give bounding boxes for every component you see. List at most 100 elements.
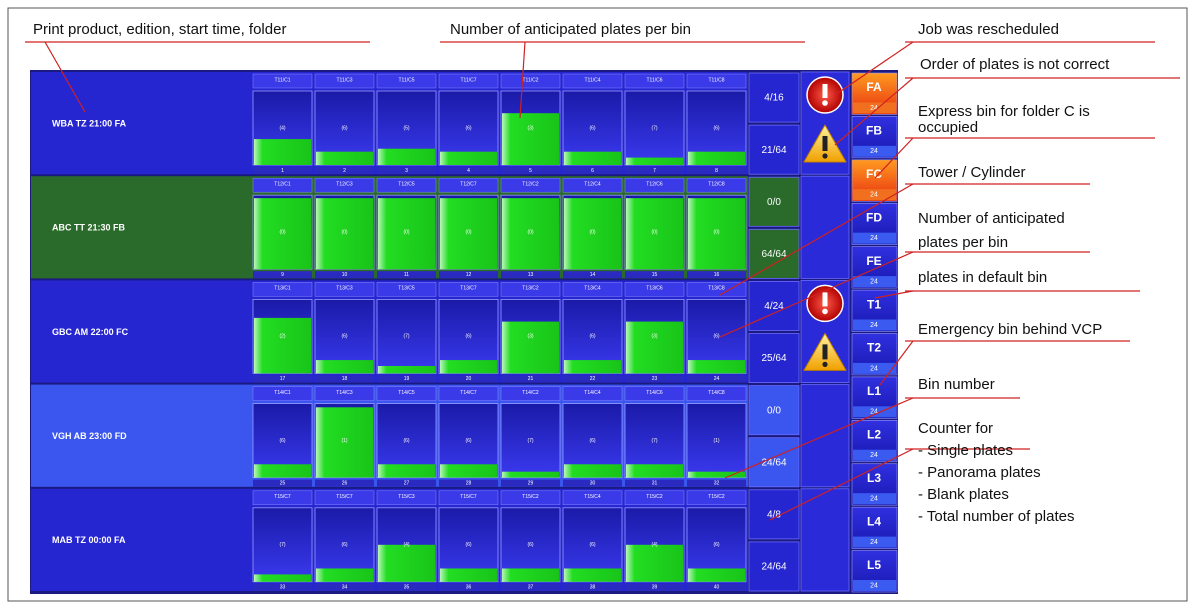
bin-fill (440, 198, 497, 270)
annotation-text: occupied (918, 119, 978, 136)
bin-number-strip (253, 583, 312, 591)
counter-box (748, 437, 800, 488)
side-tab-strip (853, 580, 896, 591)
bin-header (562, 73, 623, 89)
bin-count: (6) (465, 542, 471, 548)
bin-fill (502, 471, 559, 478)
tower-label: T14/C4 (584, 390, 601, 396)
bin-count: (6) (713, 542, 719, 548)
counter: 21/64 (761, 145, 786, 156)
tower-label: T13/C7 (460, 286, 477, 292)
annotation-text: - Single plates (918, 442, 1013, 459)
bin-number-strip (315, 167, 374, 174)
bin-number: 16 (714, 272, 720, 278)
bin-number-strip (625, 375, 684, 383)
bin-header (624, 490, 685, 506)
error-mark (822, 292, 828, 307)
bin-number-strip (501, 375, 560, 383)
bin-body (624, 90, 685, 166)
bin-header (438, 386, 499, 401)
bin-number-strip (625, 167, 684, 174)
bin-number: 30 (590, 480, 596, 486)
bin-fill (564, 151, 621, 165)
tower-label: T14/C7 (460, 390, 477, 396)
side-tab-strip (853, 276, 896, 288)
bin-number-strip (439, 375, 498, 383)
tower-label: T14/C1 (274, 390, 291, 396)
side-value: 24 (870, 105, 878, 112)
bin-number-strip (625, 271, 684, 279)
bin-fill (502, 198, 559, 270)
annotation-text: Number of anticipated plates per bin (450, 21, 691, 38)
annotation-text: Counter for (918, 420, 993, 437)
tower-label: T12/C4 (584, 182, 601, 188)
bin-fill (688, 360, 745, 374)
bin-header (314, 490, 375, 506)
bin-number-strip (563, 375, 622, 383)
bin-fill (440, 464, 497, 478)
bin-header (252, 386, 313, 401)
bin-count: (7) (279, 542, 285, 548)
bin-number-strip (377, 271, 436, 279)
bin-count: (7) (403, 334, 409, 340)
bin-count: (7) (651, 125, 657, 131)
tower-label: T14/C6 (646, 390, 663, 396)
bin-header (500, 73, 561, 89)
tower-label: T12/C2 (522, 182, 539, 188)
bin-header (500, 490, 561, 506)
bin-number-strip (563, 583, 622, 591)
bin-fill (378, 198, 435, 270)
annotation-text: Emergency bin behind VCP (918, 321, 1102, 338)
counter: 4/24 (764, 301, 784, 312)
bin-count: (7) (651, 438, 657, 444)
bin-fill (378, 366, 435, 374)
annotation-text: Express bin for folder C is (918, 103, 1090, 120)
error-dot (822, 100, 828, 106)
counter-box (748, 541, 800, 592)
bin-number-strip (625, 583, 684, 591)
annotation-text: Tower / Cylinder (918, 164, 1026, 181)
side-name: L4 (867, 514, 881, 528)
annotation-text: Number of anticipated (918, 210, 1065, 227)
bin-header (314, 386, 375, 401)
side-value: 24 (870, 409, 878, 416)
bin-count: (6) (589, 125, 595, 131)
annotation-pointer (874, 137, 914, 179)
bin-fill (254, 139, 311, 165)
bin-number: 25 (280, 480, 286, 486)
job-label: VGH AB 23:00 FD (52, 431, 127, 441)
annotation-text: - Panorama plates (918, 464, 1041, 481)
bin-number-strip (253, 167, 312, 174)
bin-number: 12 (466, 272, 472, 278)
job-label: ABC TT 21:30 FB (52, 223, 126, 233)
bin-fill (378, 148, 435, 165)
bin-number: 31 (652, 480, 658, 486)
tower-label: T15/C3 (398, 494, 415, 500)
job-panel (31, 176, 251, 279)
tower-label: T15/C2 (522, 494, 539, 500)
bin-header (686, 386, 747, 401)
job-panel (31, 384, 251, 487)
bin-number-strip (687, 375, 746, 383)
tower-label: T15/C2 (708, 494, 725, 500)
tower-label: T15/C7 (460, 494, 477, 500)
bin-header (500, 177, 561, 193)
bin-body (252, 507, 313, 583)
bin-header (438, 177, 499, 193)
bin-fill (688, 198, 745, 270)
bin-fill (626, 198, 683, 270)
bin-fill (626, 321, 683, 374)
bin-number: 10 (342, 272, 348, 278)
bin-count: (4) (651, 542, 657, 548)
bin-count: (6) (589, 334, 595, 340)
side-name: FD (866, 210, 882, 224)
counter: 4/16 (764, 93, 784, 104)
tower-label: T14/C5 (398, 390, 415, 396)
bin-fill (254, 464, 311, 478)
bin-number: 37 (528, 585, 534, 591)
bin-number: 15 (652, 272, 658, 278)
tower-label: T12/C1 (274, 182, 291, 188)
bin-count: (6) (465, 438, 471, 444)
bin-fill (564, 360, 621, 374)
bin-fill (502, 113, 559, 165)
